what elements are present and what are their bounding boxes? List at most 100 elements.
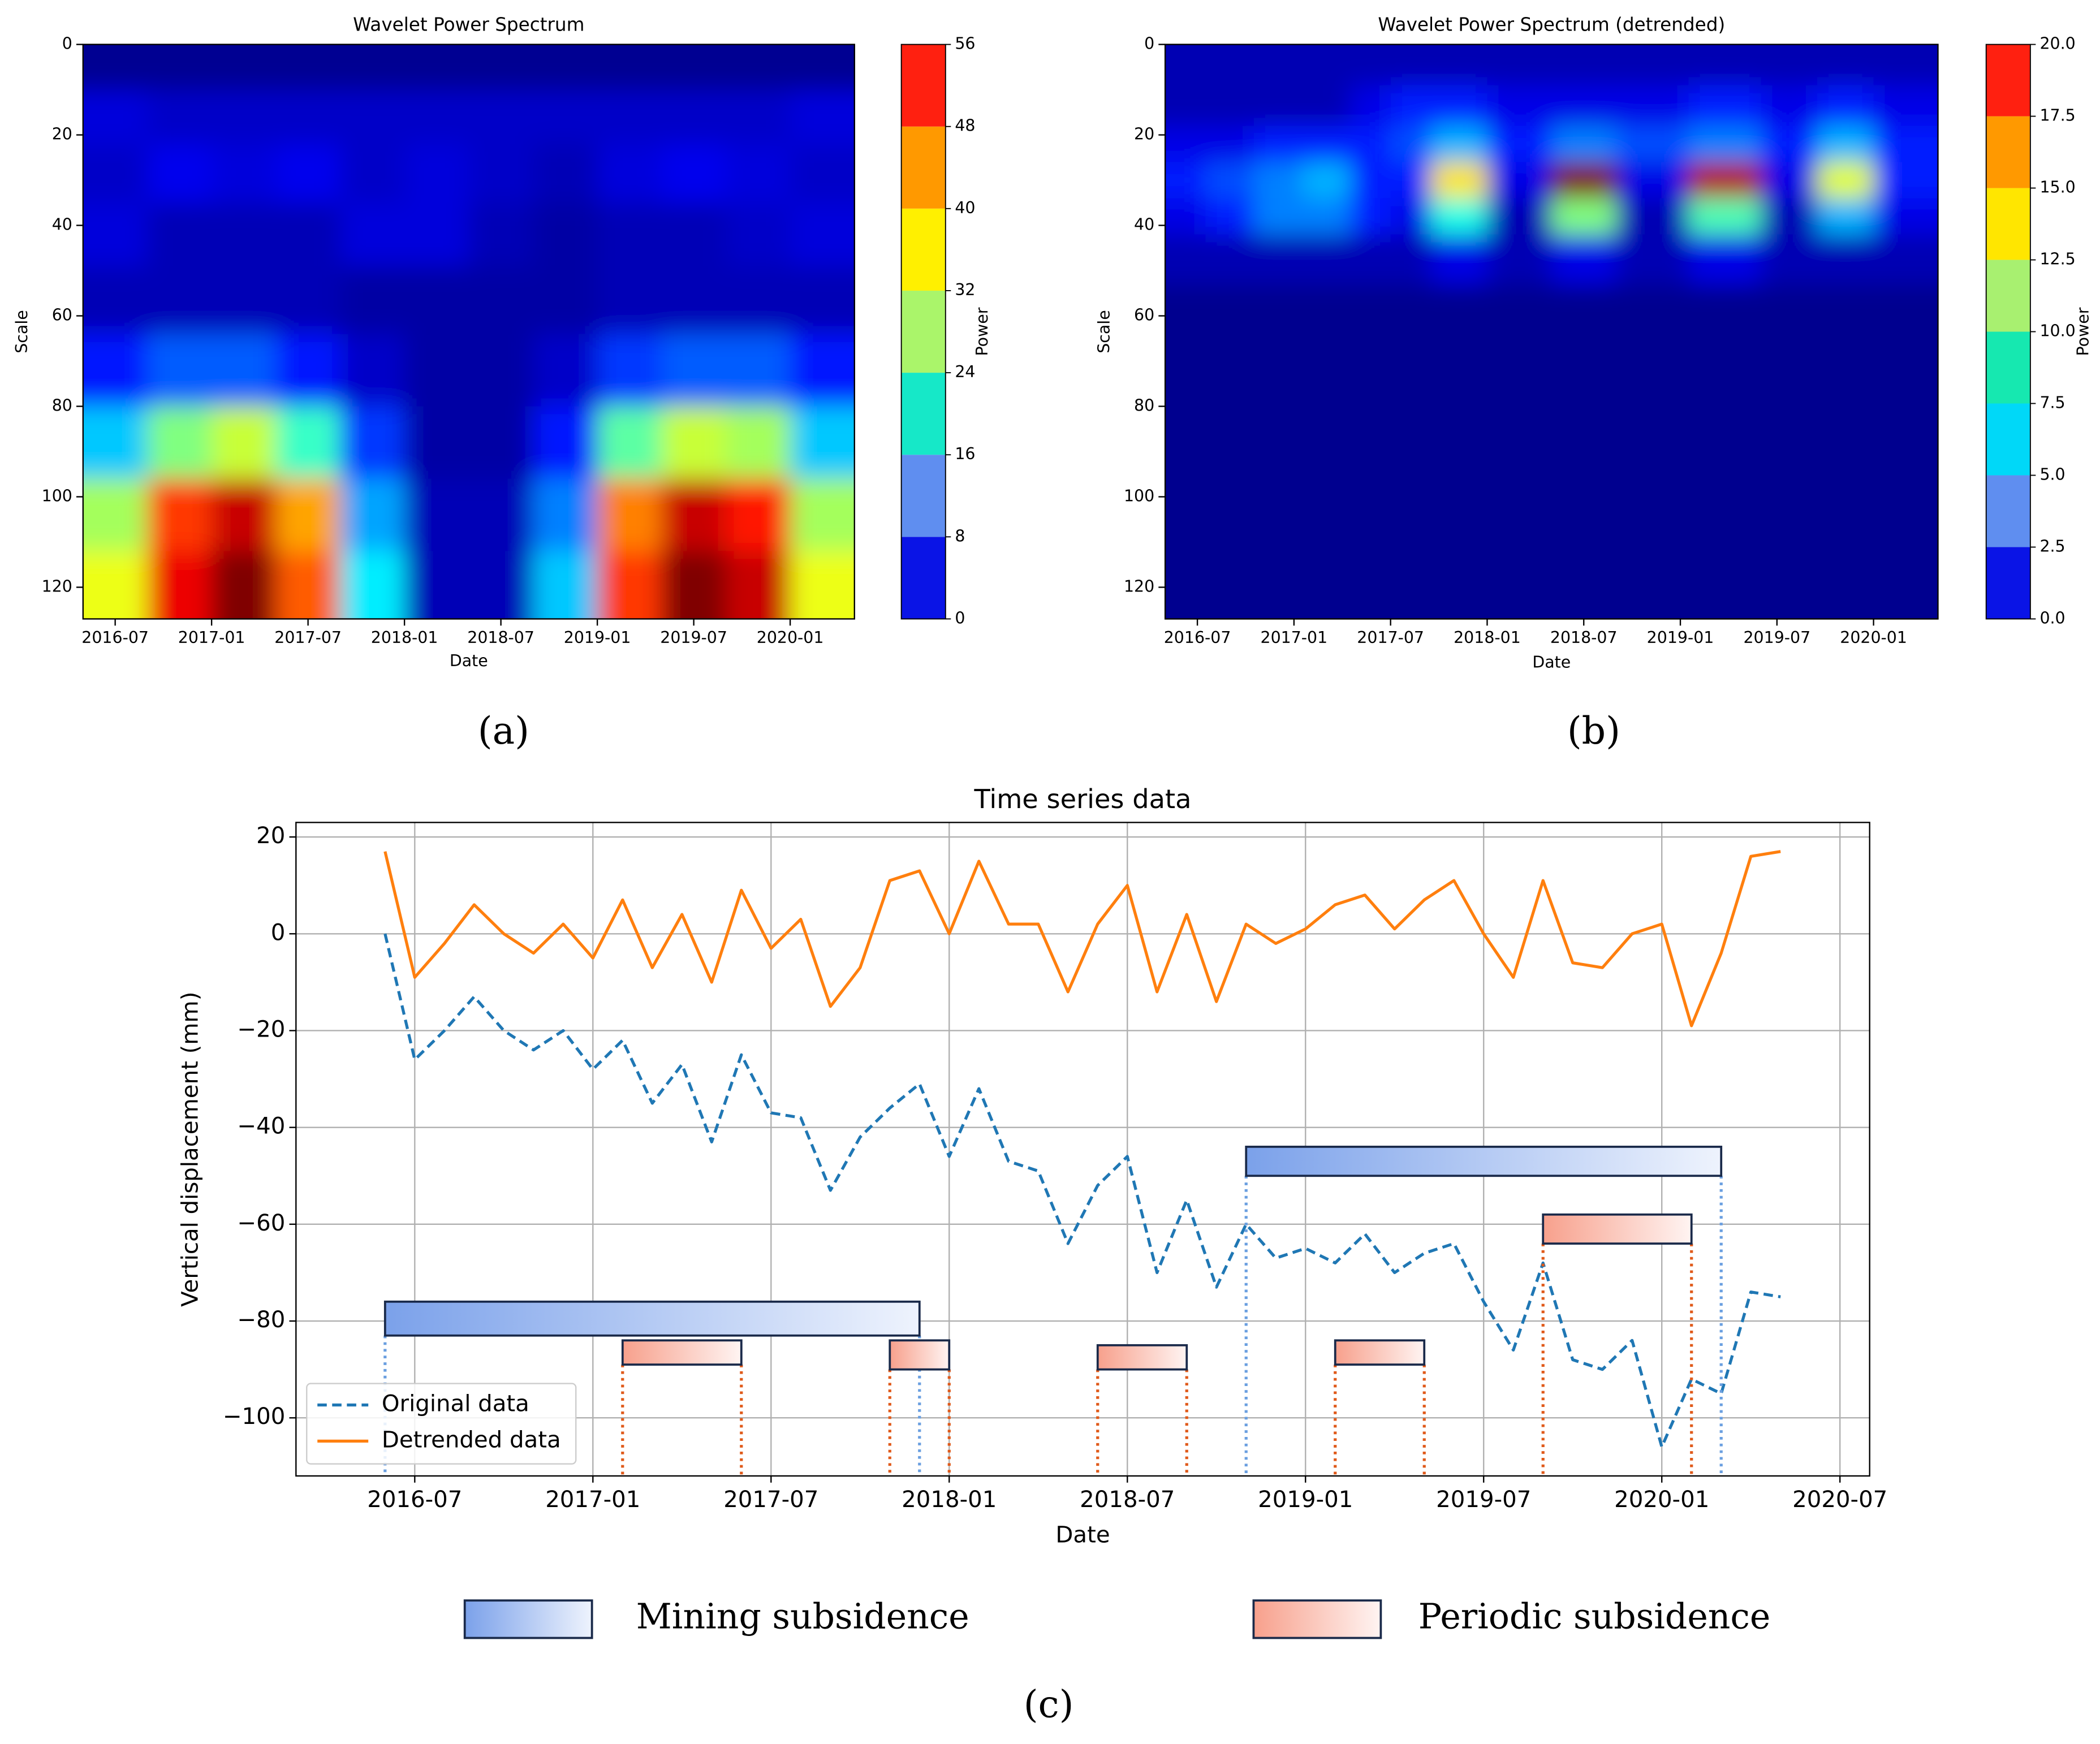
x-tick-label: 2017-07 bbox=[274, 628, 342, 647]
heat-cell bbox=[83, 406, 148, 480]
heat-cell bbox=[1551, 44, 1617, 86]
heat-cell bbox=[275, 334, 341, 407]
heat-cell bbox=[726, 202, 791, 267]
heat-cell bbox=[212, 406, 277, 480]
colorbar-tick-label: 10.0 bbox=[2039, 322, 2075, 340]
heat-cell bbox=[147, 551, 213, 619]
y-tick-label: 20 bbox=[52, 125, 72, 144]
heat-cell bbox=[468, 334, 534, 407]
colorbar-bin bbox=[1986, 188, 2030, 260]
heat-cell bbox=[1350, 519, 1392, 619]
heat-cell bbox=[340, 44, 406, 90]
panel-label: (b) bbox=[1567, 709, 1620, 753]
heat-cell bbox=[1873, 284, 1938, 385]
heat-cell bbox=[1817, 162, 1875, 199]
x-tick-label: 2018-01 bbox=[1454, 628, 1521, 647]
heat-cell bbox=[1551, 383, 1617, 520]
heat-cell bbox=[790, 478, 855, 552]
legend-label: Original data bbox=[382, 1391, 529, 1417]
heat-cell bbox=[1873, 85, 1938, 127]
heat-cell bbox=[1390, 519, 1432, 619]
heat-cell bbox=[1350, 198, 1392, 235]
heat-cell bbox=[147, 266, 213, 335]
colorbar-bin bbox=[1986, 44, 2030, 116]
heat-cell bbox=[275, 202, 341, 267]
heat-cell bbox=[1487, 284, 1553, 385]
heat-cell bbox=[661, 406, 727, 480]
heat-cell bbox=[1817, 126, 1875, 163]
heat-cell bbox=[340, 478, 406, 552]
x-tick-label: 2017-01 bbox=[178, 628, 245, 647]
heat-cell bbox=[404, 551, 470, 619]
span-bar bbox=[1245, 1145, 1723, 1177]
heat-cell bbox=[1873, 126, 1938, 163]
panel-label: (c) bbox=[1024, 1682, 1074, 1726]
heat-cell bbox=[1688, 234, 1762, 285]
heatmap-clip bbox=[83, 44, 855, 619]
heat-cell bbox=[790, 89, 855, 145]
heat-cell bbox=[726, 44, 791, 90]
y-tick-label: 60 bbox=[52, 306, 72, 325]
heat-cell bbox=[1430, 198, 1488, 235]
heat-cell bbox=[597, 89, 663, 145]
y-tick-label: 0 bbox=[1144, 34, 1154, 53]
heat-cell bbox=[404, 89, 470, 145]
heat-cell bbox=[597, 551, 663, 619]
heat-cell bbox=[726, 406, 791, 480]
data-line bbox=[383, 933, 1781, 1449]
heat-cell bbox=[1551, 198, 1617, 235]
heat-cell bbox=[212, 551, 277, 619]
heat-cell bbox=[468, 89, 534, 145]
span-bar bbox=[1542, 1213, 1693, 1245]
x-tick-label: 2018-01 bbox=[902, 1487, 997, 1513]
heat-cell bbox=[147, 44, 213, 90]
y-tick-label: 100 bbox=[1124, 486, 1154, 505]
heat-cell bbox=[404, 478, 470, 552]
heat-cell bbox=[597, 202, 663, 267]
x-tick-label: 2019-01 bbox=[1258, 1487, 1353, 1513]
heat-cell bbox=[533, 202, 598, 267]
heat-cell bbox=[1302, 284, 1351, 385]
span-bar bbox=[1334, 1339, 1426, 1366]
colorbar-frame bbox=[900, 44, 946, 620]
heat-cell bbox=[1390, 234, 1432, 285]
heat-cell bbox=[468, 144, 534, 204]
colorbar-tick-label: 12.5 bbox=[2039, 250, 2075, 269]
heat-cell bbox=[1761, 162, 1818, 199]
heat-cell bbox=[1302, 383, 1351, 520]
heat-cell bbox=[1350, 234, 1392, 285]
heat-cell bbox=[83, 478, 148, 552]
heat-cell bbox=[83, 44, 148, 90]
plot-frame bbox=[1164, 44, 1939, 620]
heatmap-clip bbox=[1165, 44, 1938, 619]
heat-cell bbox=[468, 478, 534, 552]
heat-cell bbox=[1302, 126, 1351, 163]
y-tick-label: 100 bbox=[42, 486, 72, 505]
heat-cell bbox=[275, 478, 341, 552]
heat-cell bbox=[1430, 126, 1488, 163]
heat-cell bbox=[1551, 126, 1617, 163]
heat-cell bbox=[340, 202, 406, 267]
heat-cell bbox=[1390, 284, 1432, 385]
y-tick-label: −20 bbox=[237, 1016, 285, 1042]
x-tick-label: 2018-07 bbox=[467, 628, 534, 647]
heat-cell bbox=[1761, 126, 1818, 163]
heat-cell bbox=[147, 334, 213, 407]
legend-box bbox=[306, 1383, 577, 1465]
y-tick-label: 0 bbox=[271, 920, 286, 946]
heat-cell bbox=[1487, 383, 1553, 520]
heat-cell bbox=[1390, 198, 1432, 235]
colorbar-tick-label: 0 bbox=[955, 608, 965, 627]
heat-cell bbox=[1873, 234, 1938, 285]
heat-cell bbox=[661, 551, 727, 619]
heat-cell bbox=[1817, 383, 1875, 520]
heat-cell bbox=[1487, 85, 1553, 127]
heat-cell bbox=[1873, 198, 1938, 235]
heat-cell bbox=[1551, 519, 1617, 619]
heat-cell bbox=[83, 89, 148, 145]
colorbar-bin bbox=[1986, 260, 2030, 332]
heat-cell bbox=[1761, 519, 1818, 619]
heat-cell bbox=[1616, 44, 1689, 86]
heat-cell bbox=[1430, 234, 1488, 285]
heat-cell bbox=[661, 202, 727, 267]
